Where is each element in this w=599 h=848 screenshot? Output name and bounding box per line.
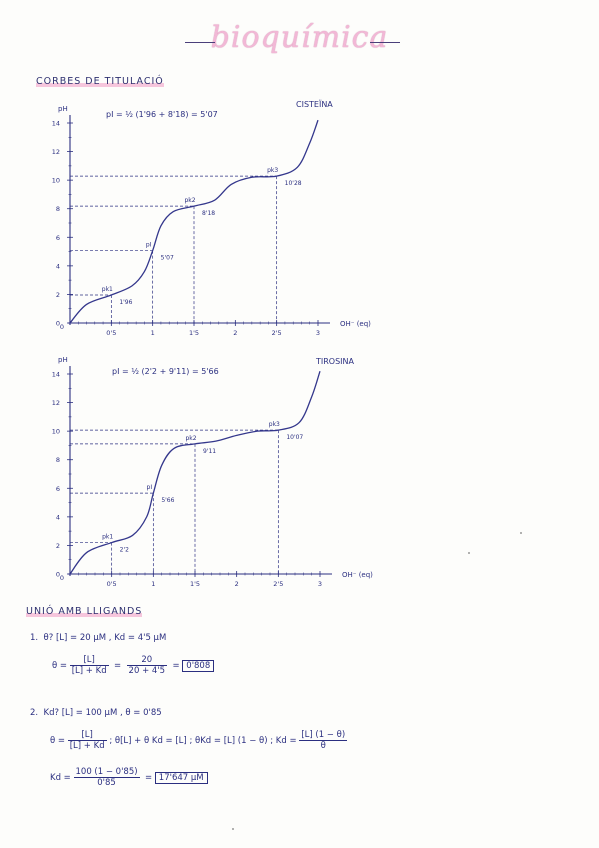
y-tick-label: 8 bbox=[56, 205, 60, 213]
problem-2-solution: Kd = 100 (1 − 0'85) 0'85 = 17'647 μM bbox=[50, 767, 208, 788]
x-tick-label: 3 bbox=[316, 329, 320, 337]
point-value: 9'11 bbox=[203, 448, 216, 455]
y-tick-label: 6 bbox=[56, 234, 60, 242]
y-tick-label: 12 bbox=[52, 148, 60, 156]
y-tick-label: 14 bbox=[52, 120, 60, 128]
x-tick-label: 2 bbox=[235, 580, 239, 588]
point-value: 1'96 bbox=[119, 299, 132, 306]
y-tick-label: 10 bbox=[52, 428, 60, 436]
point-label: pI bbox=[147, 484, 153, 491]
fraction-denominator: [L] + Kd bbox=[71, 666, 107, 676]
fraction-l-over-l-kd: [L] [L] + Kd bbox=[69, 655, 109, 676]
x-tick-label: 2'5 bbox=[273, 580, 283, 588]
x-tick-label: 1 bbox=[151, 580, 155, 588]
point-label: pk1 bbox=[102, 286, 113, 293]
fraction-numerator: [L] (1 − θ) bbox=[299, 730, 348, 741]
point-label: pI bbox=[146, 242, 152, 249]
title-underline-right bbox=[370, 42, 400, 43]
x-tick-label: 1'5 bbox=[189, 329, 199, 337]
y-tick-label: 6 bbox=[56, 485, 60, 493]
point-value: 5'66 bbox=[161, 497, 174, 504]
point-label: pk3 bbox=[269, 421, 280, 428]
problem-1-solution: θ = [L] [L] + Kd = 20 20 + 4'5 = 0'808 bbox=[52, 655, 215, 676]
y-tick-label: 2 bbox=[56, 291, 60, 299]
x-axis-label: OH⁻ (eq) bbox=[340, 320, 371, 328]
titration-curve bbox=[69, 370, 321, 575]
scan-speck bbox=[468, 552, 470, 554]
problem-2-derivation: θ = [L] [L] + Kd ; θ[L] + θ Kd = [L] ; θ… bbox=[50, 730, 348, 751]
point-label: pk3 bbox=[267, 167, 278, 174]
fraction-l-over-l-kd: [L] [L] + Kd bbox=[67, 730, 107, 751]
point-value: 5'07 bbox=[161, 255, 174, 262]
fraction-values: 20 20 + 4'5 bbox=[126, 655, 168, 676]
problem-2-question: Kd? [L] = 100 μM , θ = 0'85 bbox=[43, 708, 162, 718]
x-tick-label: 0'5 bbox=[107, 580, 117, 588]
problem-1-label: 1. bbox=[30, 633, 39, 643]
origin-label: 0 bbox=[60, 323, 64, 331]
x-tick-label: 2'5 bbox=[272, 329, 282, 337]
point-label: pk2 bbox=[184, 197, 195, 204]
y-tick-label: 4 bbox=[56, 513, 60, 521]
equals-sign: = bbox=[172, 661, 180, 671]
kd-label: Kd = bbox=[50, 773, 71, 783]
fraction-kd-values: 100 (1 − 0'85) 0'85 bbox=[73, 767, 140, 788]
point-label: pk1 bbox=[102, 534, 113, 541]
x-tick-label: 0'5 bbox=[106, 329, 116, 337]
problem-1: 1. θ? [L] = 20 μM , Kd = 4'5 μM bbox=[30, 633, 166, 643]
problem-2-label: 2. bbox=[30, 708, 39, 718]
point-value: 10'28 bbox=[285, 180, 302, 187]
problem-1-question: θ? [L] = 20 μM , Kd = 4'5 μM bbox=[43, 633, 167, 643]
equals-sign: = bbox=[144, 773, 153, 783]
fraction-numerator: [L] bbox=[67, 730, 107, 741]
fraction-kd-formula: [L] (1 − θ) θ bbox=[299, 730, 348, 751]
y-tick-label: 0 bbox=[56, 571, 60, 579]
equals-sign: = bbox=[114, 661, 122, 671]
y-axis-label: pH bbox=[58, 105, 68, 113]
point-value: 2'2 bbox=[120, 547, 129, 554]
theta-label: θ = bbox=[52, 661, 68, 671]
derivation-steps: ; θ[L] + θ Kd = [L] ; θKd = [L] (1 − θ) … bbox=[109, 736, 297, 746]
titration-chart-cisteina: pI = ½ (1'96 + 8'18) = 5'07 CISTEÏNA pH OH⁻… bbox=[52, 99, 371, 337]
point-label: pk2 bbox=[185, 435, 196, 442]
theta-label: θ = bbox=[50, 736, 66, 746]
y-tick-label: 8 bbox=[56, 456, 60, 464]
series-name: CISTEÏNA bbox=[296, 99, 333, 109]
problem-2: 2. Kd? [L] = 100 μM , θ = 0'85 bbox=[30, 708, 162, 718]
y-tick-label: 4 bbox=[56, 262, 60, 270]
title-underline-left bbox=[185, 42, 215, 43]
point-value: 8'18 bbox=[202, 210, 215, 217]
fraction-denominator: θ bbox=[320, 741, 326, 751]
fraction-numerator: 100 (1 − 0'85) bbox=[73, 767, 140, 778]
origin-label: 0 bbox=[60, 574, 64, 582]
y-tick-label: 14 bbox=[52, 371, 60, 379]
pi-formula: pI = ½ (2'2 + 9'11) = 5'66 bbox=[112, 367, 219, 376]
point-value: 10'07 bbox=[286, 434, 303, 441]
result-box-theta: 0'808 bbox=[182, 660, 215, 672]
pi-formula: pI = ½ (1'96 + 8'18) = 5'07 bbox=[106, 110, 218, 119]
fraction-numerator: [L] bbox=[69, 655, 109, 666]
y-tick-label: 0 bbox=[56, 320, 60, 328]
y-tick-label: 12 bbox=[52, 399, 60, 407]
section-heading-ligands: UNIÓ AMB LLIGANDS bbox=[26, 606, 143, 618]
x-tick-label: 2 bbox=[233, 329, 237, 337]
y-axis-label: pH bbox=[58, 356, 68, 364]
x-tick-label: 1'5 bbox=[190, 580, 200, 588]
fraction-numerator: 20 bbox=[126, 655, 168, 666]
result-box-kd: 17'647 μM bbox=[154, 772, 208, 784]
fraction-denominator: [L] + Kd bbox=[69, 741, 105, 751]
fraction-denominator: 0'85 bbox=[97, 778, 116, 788]
fraction-denominator: 20 + 4'5 bbox=[128, 666, 166, 676]
scan-speck bbox=[232, 828, 234, 830]
x-tick-label: 3 bbox=[318, 580, 322, 588]
page-title: bioquímica bbox=[210, 20, 389, 55]
scan-speck bbox=[520, 532, 522, 534]
x-tick-label: 1 bbox=[151, 329, 155, 337]
y-tick-label: 2 bbox=[56, 542, 60, 550]
section-heading-curves: CORBES DE TITULACIÓ bbox=[36, 76, 164, 88]
x-axis-label: OH⁻ (eq) bbox=[342, 571, 373, 579]
titration-curve bbox=[69, 119, 319, 324]
y-tick-label: 10 bbox=[52, 177, 60, 185]
titration-chart-tirosina: pI = ½ (2'2 + 9'11) = 5'66 TIROSINA pH OH⁻ … bbox=[52, 356, 373, 588]
series-name: TIROSINA bbox=[315, 357, 355, 366]
